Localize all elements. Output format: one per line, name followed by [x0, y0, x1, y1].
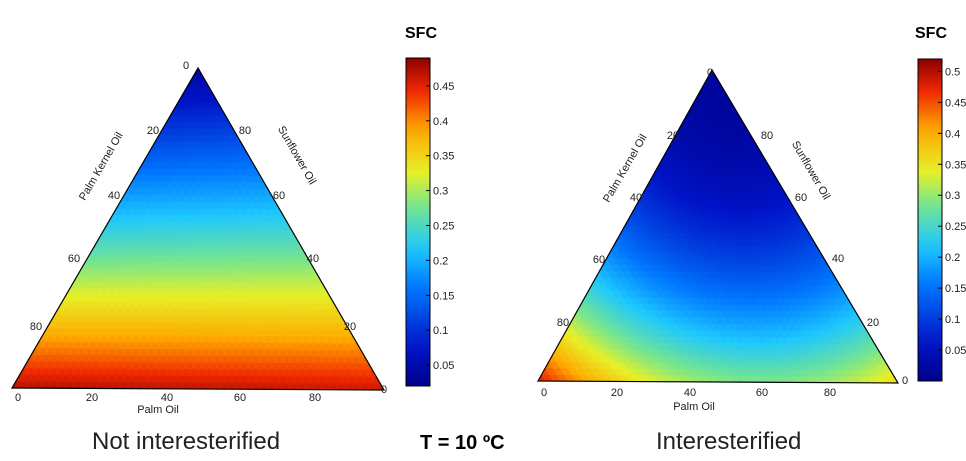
- left-tick-label: 80: [557, 317, 569, 329]
- caption-interesterified: Interesterified: [656, 428, 802, 455]
- colorbar-tick-label: 0.15: [433, 290, 454, 302]
- colorbar-tick-label: 0.1: [945, 314, 960, 326]
- bottom-tick-label: 80: [824, 387, 836, 399]
- colorbar-tick-label: 0.35: [945, 159, 966, 171]
- colorbar-tick-label: 0.25: [433, 220, 454, 232]
- colorbar-tick-label: 0.3: [433, 186, 448, 198]
- colorbar-tick-label: 0.4: [945, 128, 960, 140]
- bottom-tick-label: 20: [86, 392, 98, 404]
- bottom-tick-label: 0: [541, 387, 547, 399]
- ternary-outline: [536, 68, 900, 384]
- colorbar-tick-label: 0.45: [945, 97, 966, 109]
- colorbar-tick-label: 0.35: [433, 151, 454, 163]
- colorbar-title: SFC: [915, 25, 947, 42]
- bottom-axis-label: Palm Oil: [673, 401, 715, 413]
- right-tick-label: 40: [307, 253, 319, 265]
- bottom-tick-label: 60: [234, 392, 246, 404]
- colorbar-tick-label: 0.4: [433, 116, 448, 128]
- left-tick-label: 0: [183, 60, 189, 72]
- ternary-outline: [10, 66, 386, 391]
- right-tick-label: 60: [795, 192, 807, 204]
- colorbar-tick-label: 0.45: [433, 81, 454, 93]
- left-tick-label: 80: [30, 321, 42, 333]
- right-axis-label: Sunflower Oil: [275, 124, 318, 187]
- colorbar-title: SFC: [405, 25, 437, 42]
- left-tick-label: 40: [108, 190, 120, 202]
- left-tick-label: 20: [667, 130, 679, 142]
- colorbar-tick-label: 0.1: [433, 325, 448, 337]
- temperature-label: T = 10 ºC: [420, 432, 505, 454]
- colorbar-tick-label: 0.05: [433, 360, 454, 372]
- colorbar-tick-label: 0.2: [945, 252, 960, 264]
- right-tick-label: 20: [344, 321, 356, 333]
- right-tick-label: 80: [761, 130, 773, 142]
- left-tick-label: 60: [68, 253, 80, 265]
- left-tick-label: 40: [630, 192, 642, 204]
- right-tick-label: 60: [273, 190, 285, 202]
- right-tick-label: 80: [239, 125, 251, 137]
- left-tick-label: 20: [147, 125, 159, 137]
- right-tick-label: 0: [902, 375, 908, 387]
- colorbar-tick-label: 0.05: [945, 345, 966, 357]
- caption-not-interesterified: Not interesterified: [92, 428, 281, 455]
- left-tick-label: 60: [593, 254, 605, 266]
- bottom-tick-label: 0: [15, 392, 21, 404]
- colorbar-tick-label: 0.2: [433, 255, 448, 267]
- right-tick-label: 40: [832, 253, 844, 265]
- colorbar-tick-label: 0.15: [945, 283, 966, 295]
- colorbar: [917, 58, 943, 382]
- sfc-heatmap: [12, 68, 384, 390]
- bottom-tick-label: 80: [309, 392, 321, 404]
- right-tick-label: 20: [867, 317, 879, 329]
- bottom-tick-label: 40: [684, 387, 696, 399]
- colorbar: [405, 57, 431, 387]
- bottom-tick-label: 20: [611, 387, 623, 399]
- bottom-tick-label: 60: [756, 387, 768, 399]
- colorbar-tick-label: 0.25: [945, 221, 966, 233]
- bottom-tick-label: 40: [161, 392, 173, 404]
- bottom-axis-label: Palm Oil: [137, 404, 179, 416]
- left-tick-label: 0: [707, 67, 713, 79]
- colorbar-tick-label: 0.3: [945, 190, 960, 202]
- colorbar-tick-label: 0.5: [945, 66, 960, 78]
- right-tick-label: 0: [381, 384, 387, 396]
- sfc-heatmap: [538, 70, 898, 383]
